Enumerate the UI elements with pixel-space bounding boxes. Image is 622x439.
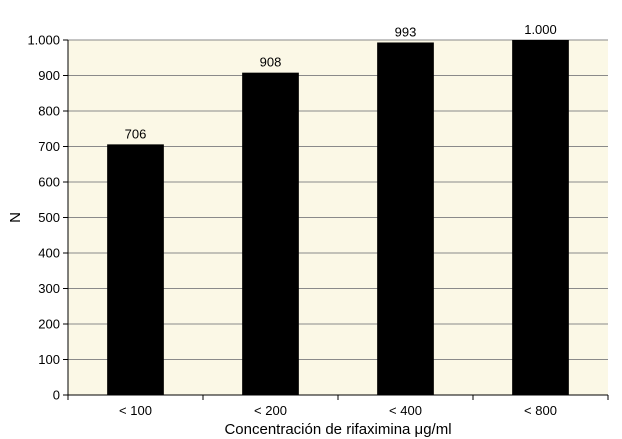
- labels: 0 100 200 300 400 500 600 700 800 900 1.000 < 100 70…: [27, 22, 557, 418]
- y-tick-label: 500: [38, 210, 60, 225]
- x-tick-label: < 200: [254, 403, 287, 418]
- y-tick-label: 300: [38, 281, 60, 296]
- x-axis-title: Concentración de rifaximina μg/ml: [224, 421, 451, 438]
- bar: [242, 72, 299, 395]
- x-tick-label: < 400: [389, 403, 422, 418]
- y-tick-label: 800: [38, 104, 60, 119]
- data-label: 706: [125, 126, 147, 141]
- data-label: 1.000: [524, 22, 557, 37]
- y-tick-label: 1.000: [27, 33, 60, 48]
- y-tick-label: 200: [38, 317, 60, 332]
- x-tick-label: < 100: [119, 403, 152, 418]
- y-tick-label: 0: [53, 388, 60, 403]
- data-label: 908: [260, 55, 282, 70]
- y-tick-label: 700: [38, 139, 60, 154]
- bar: [107, 144, 164, 395]
- x-tick-label: < 800: [524, 403, 557, 418]
- bars: [107, 40, 569, 396]
- y-tick-label: 400: [38, 246, 60, 261]
- y-axis-title: N: [7, 212, 24, 223]
- bar: [377, 42, 434, 396]
- y-tick-label: 600: [38, 175, 60, 190]
- data-label: 993: [395, 24, 417, 39]
- axes: [63, 39, 609, 400]
- y-tick-label: 900: [38, 68, 60, 83]
- bar: [512, 40, 569, 395]
- y-tick-label: 100: [38, 352, 60, 367]
